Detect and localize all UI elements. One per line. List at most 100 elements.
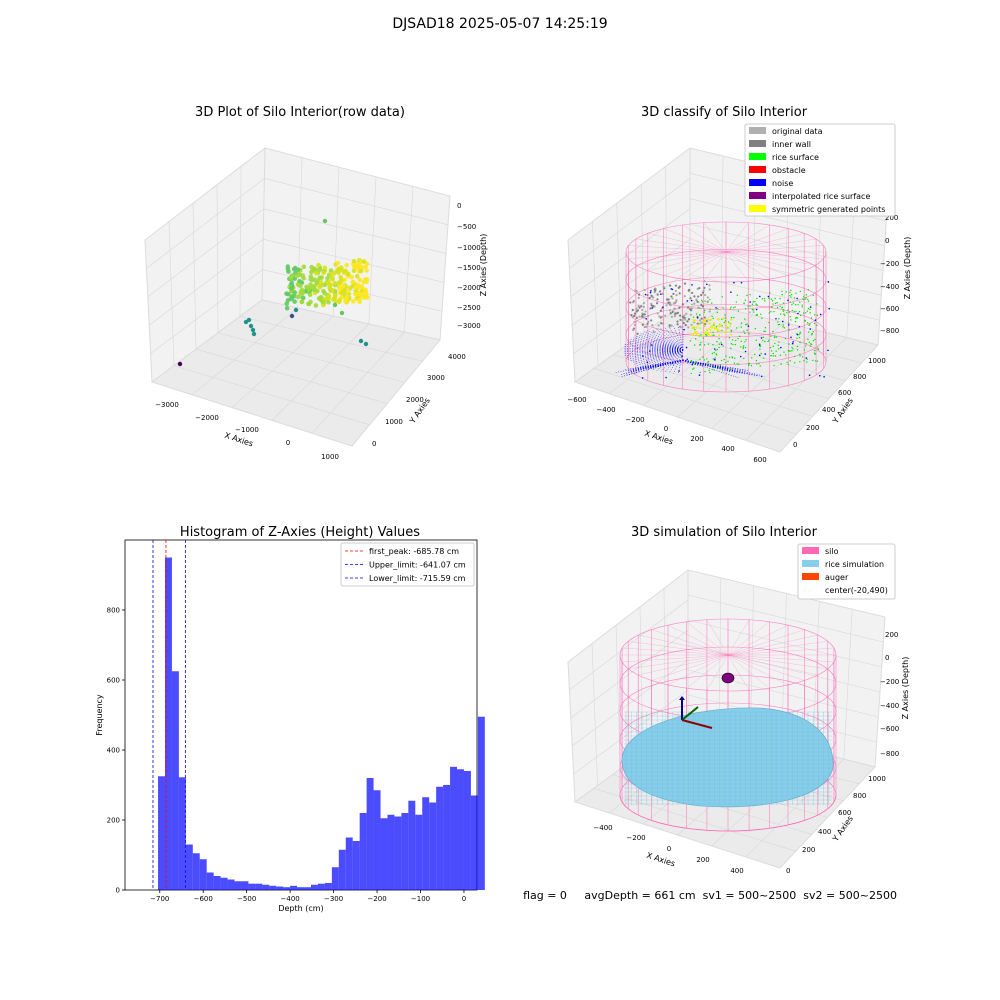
legend-label: rice simulation — [825, 560, 884, 569]
silo-wireframe-line — [725, 238, 817, 253]
raw-point — [285, 298, 291, 303]
legend-swatch — [802, 547, 819, 554]
raw-point — [248, 323, 254, 329]
silo-wireframe-line — [647, 233, 727, 253]
silo-wireframe-line — [682, 224, 727, 253]
rice-surface-point — [694, 363, 696, 365]
raw-z-tick: −1000 — [457, 244, 481, 252]
rice-surface-point — [707, 361, 709, 363]
noise-point — [651, 307, 654, 309]
silo-wireframe-line — [622, 647, 729, 656]
inner-wall-point — [661, 292, 664, 295]
inner-wall-point — [656, 312, 659, 315]
inner-wall-point — [674, 312, 677, 315]
raw-point — [297, 272, 303, 278]
silo-wireframe-line — [725, 245, 824, 253]
rice-surface-point — [691, 303, 693, 306]
noise-ray — [627, 349, 684, 360]
rice-surface-point — [756, 304, 758, 306]
raw-point — [322, 282, 328, 288]
classify-x-tick: 600 — [753, 456, 766, 464]
rice-surface-point — [751, 303, 754, 305]
panel-classify-3d: 3D classify of Silo Interior −600 −400 −… — [567, 105, 912, 464]
rice-surface-point — [785, 354, 787, 356]
simulation-rice-surface — [621, 707, 834, 808]
silo-wireframe-line — [725, 251, 805, 271]
rice-surface-point — [735, 301, 738, 303]
rice-surface-point — [782, 308, 785, 311]
histogram-bar — [164, 557, 172, 890]
raw-point — [321, 270, 326, 276]
inner-wall-point — [659, 309, 662, 312]
symmetric-point — [692, 320, 695, 323]
noise-point — [650, 344, 653, 346]
inner-wall-point — [681, 303, 684, 306]
symmetric-point — [709, 329, 712, 332]
silo-wireframe-line — [725, 251, 824, 259]
simulation-x-label: X Axies — [645, 851, 676, 869]
silo-wireframe-line — [727, 654, 834, 663]
raw-point — [313, 270, 319, 276]
rice-surface-point — [752, 309, 755, 311]
symmetric-point — [729, 325, 732, 328]
raw-point — [251, 331, 257, 337]
rice-surface-point — [711, 302, 713, 304]
histogram-title: Histogram of Z-Axies (Height) Values — [180, 525, 420, 540]
raw-point — [355, 265, 361, 271]
inner-wall-point — [682, 322, 685, 325]
rice-surface-point — [730, 342, 733, 345]
noise-point — [809, 328, 812, 330]
rice-surface-point — [763, 357, 765, 359]
gridline — [570, 208, 691, 298]
inner-wall-point — [679, 314, 682, 317]
noise-ray — [629, 349, 684, 362]
inner-wall-point — [664, 314, 667, 317]
classify-points — [614, 280, 831, 379]
rice-surface-point — [764, 327, 767, 329]
auger-marker — [721, 672, 735, 684]
rice-surface-point — [734, 343, 737, 346]
symmetric-point — [703, 320, 706, 323]
silo-wireframe-line — [727, 634, 818, 656]
raw-point — [335, 260, 341, 266]
inner-wall-point — [708, 284, 711, 287]
silo-wireframe-line — [703, 251, 727, 282]
inner-wall-point — [703, 316, 706, 319]
rice-surface-point — [712, 366, 715, 369]
inner-wall-point — [671, 310, 674, 314]
inner-wall-point — [643, 288, 646, 292]
gridline — [615, 625, 621, 770]
inner-wall-point — [676, 312, 679, 315]
inner-wall-point — [633, 324, 637, 327]
symmetric-point — [693, 331, 696, 334]
symmetric-point — [695, 330, 698, 333]
y-tick-label: 800 — [107, 607, 120, 615]
symmetric-point — [691, 333, 694, 336]
raw-point — [342, 291, 348, 297]
rice-surface-point — [738, 335, 741, 338]
noise-ray — [628, 359, 684, 373]
silo-wireframe-line — [727, 624, 789, 656]
classify-z-tick: −400 — [880, 283, 899, 291]
rice-surface-point — [810, 343, 813, 346]
rice-surface-point — [807, 307, 810, 310]
simulation-y-tick: 0 — [786, 867, 790, 875]
symmetric-point — [719, 323, 722, 326]
raw-point — [322, 218, 328, 224]
noise-point — [809, 306, 812, 308]
inner-wall-point — [665, 304, 668, 307]
rice-surface-point — [712, 358, 715, 360]
rice-surface-point — [763, 330, 765, 333]
simulation-z-tick: 0 — [885, 654, 889, 662]
raw-point — [361, 259, 367, 264]
noise-ray — [614, 359, 684, 373]
legend-label: auger — [825, 573, 849, 582]
rice-surface-point — [760, 313, 762, 315]
simulation-x-tick: 400 — [730, 867, 743, 875]
histogram-bar — [443, 785, 451, 890]
inner-wall-point — [637, 296, 640, 299]
rice-surface-point — [743, 357, 745, 360]
noise-point — [646, 361, 649, 364]
rice-surface-point — [708, 369, 710, 372]
noise-ray — [668, 349, 684, 374]
